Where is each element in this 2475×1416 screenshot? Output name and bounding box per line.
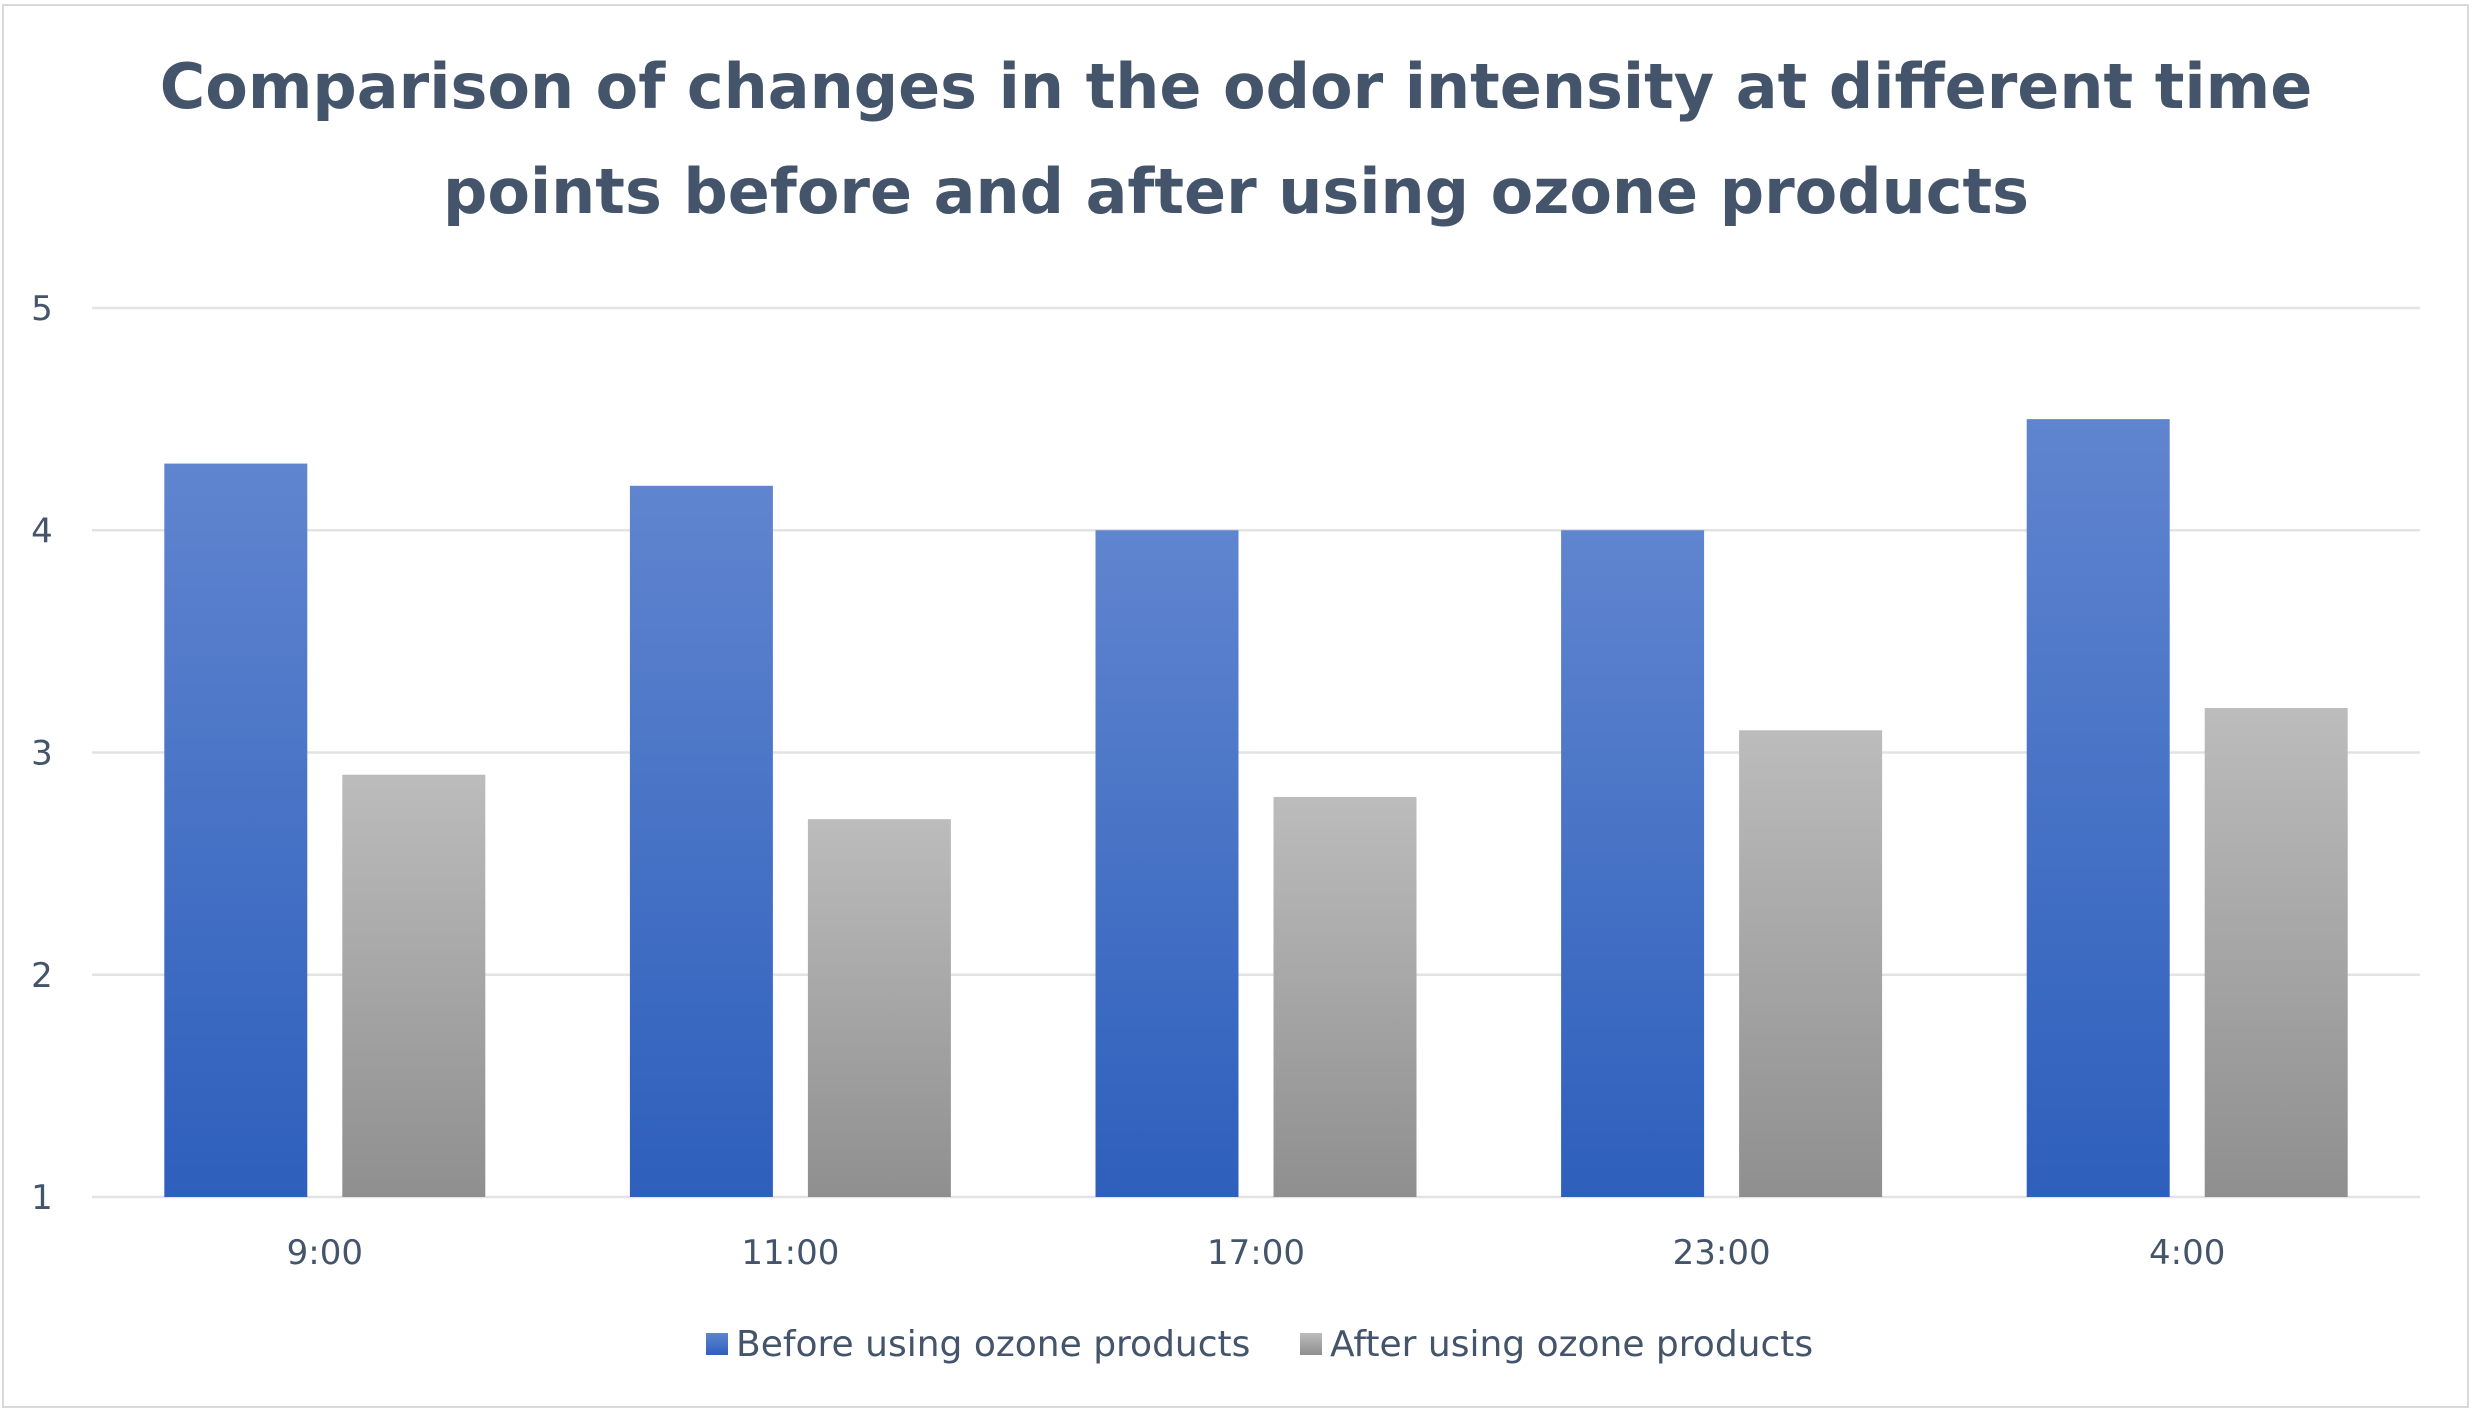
x-tick-label: 4:00 [2149, 1233, 2225, 1273]
legend-item-before: Before using ozone products [706, 1324, 1250, 1365]
x-tick-label: 23:00 [1673, 1233, 1771, 1273]
bar-before-3 [1095, 530, 1239, 1197]
bars [164, 419, 2348, 1197]
y-axis-ticks: 1 2 3 4 5 [31, 289, 53, 1218]
chart-title-line-2: points before and after using ozone prod… [443, 155, 2029, 228]
x-tick-label: 9:00 [287, 1233, 363, 1273]
legend: Before using ozone products After using o… [706, 1324, 1813, 1365]
legend-swatch [1300, 1333, 1322, 1355]
legend-item-after: After using ozone products [1300, 1324, 1813, 1365]
y-tick-label: 2 [31, 956, 53, 996]
chart-title-line-1: Comparison of changes in the odor intens… [160, 50, 2313, 123]
legend-label: Before using ozone products [736, 1324, 1250, 1365]
bar-after-2 [807, 819, 951, 1197]
bar-before-1 [164, 463, 308, 1197]
y-tick-label: 5 [31, 289, 53, 329]
bar-before-5 [2026, 419, 2170, 1197]
y-tick-label: 4 [31, 511, 53, 551]
bar-after-1 [342, 774, 486, 1197]
bar-before-4 [1561, 530, 1705, 1197]
bar-after-5 [2204, 708, 2348, 1197]
legend-label: After using ozone products [1330, 1324, 1813, 1365]
bar-after-3 [1273, 796, 1417, 1197]
y-tick-label: 3 [31, 734, 53, 774]
y-tick-label: 1 [31, 1178, 53, 1218]
bar-before-2 [629, 485, 773, 1197]
legend-swatch [706, 1333, 728, 1355]
x-tick-label: 17:00 [1207, 1233, 1305, 1273]
bar-after-4 [1739, 730, 1883, 1197]
x-tick-label: 11:00 [741, 1233, 839, 1273]
x-axis-ticks: 9:00 11:00 17:00 23:00 4:00 [287, 1233, 2226, 1273]
